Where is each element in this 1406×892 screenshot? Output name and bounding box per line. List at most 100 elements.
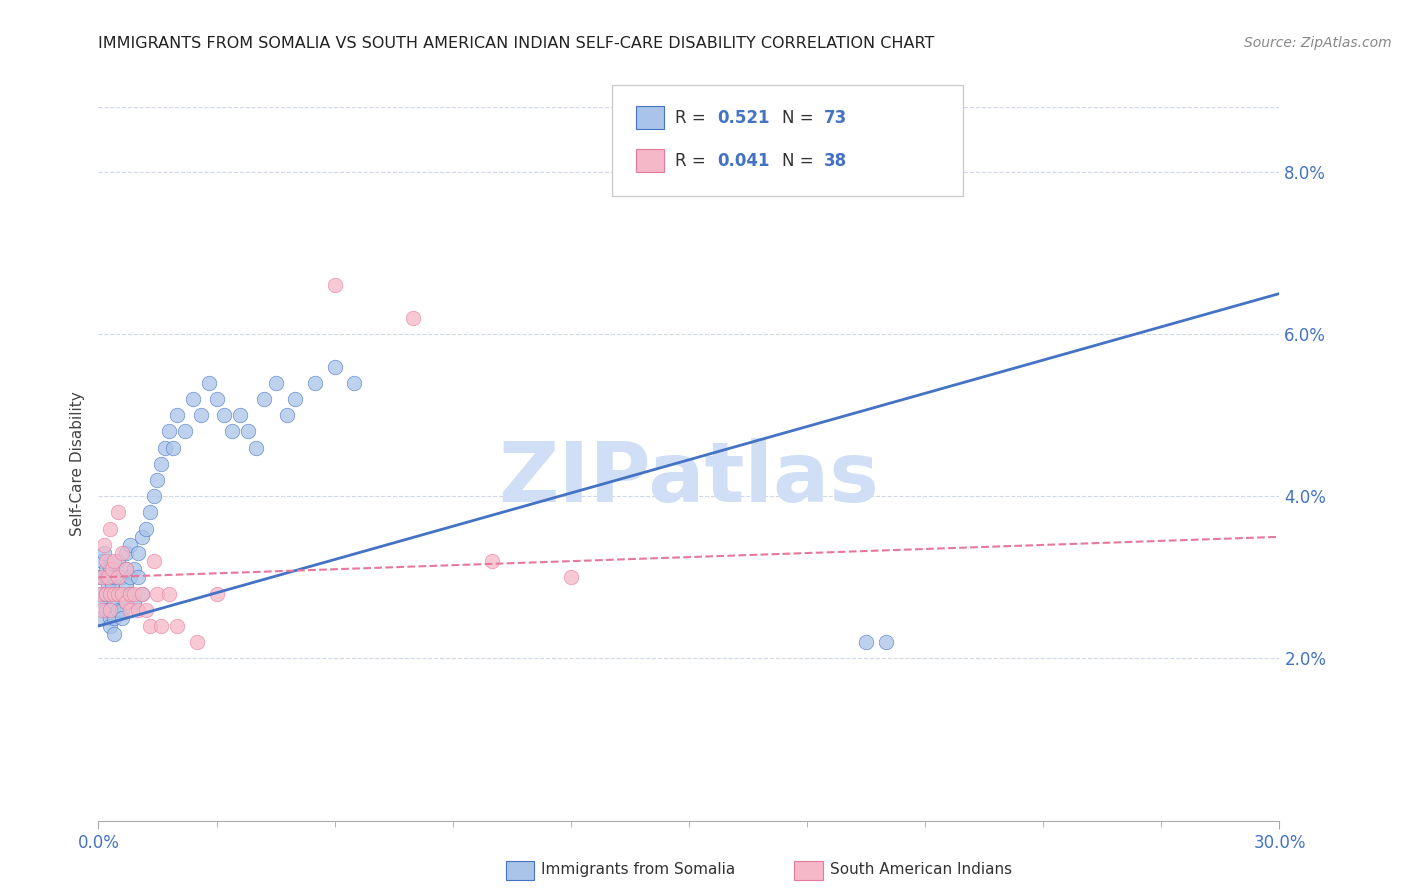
Point bbox=[103, 570, 125, 584]
Point bbox=[103, 595, 125, 609]
Point bbox=[146, 473, 169, 487]
Y-axis label: Self-Care Disability: Self-Care Disability bbox=[69, 392, 84, 536]
Point bbox=[98, 586, 121, 600]
Point bbox=[155, 441, 177, 455]
Point bbox=[402, 310, 425, 325]
Point bbox=[107, 586, 129, 600]
Point bbox=[101, 562, 124, 576]
Point bbox=[135, 522, 157, 536]
Point bbox=[107, 554, 129, 568]
Point bbox=[107, 603, 129, 617]
Point bbox=[103, 586, 125, 600]
Point bbox=[150, 619, 173, 633]
Point bbox=[96, 586, 118, 600]
Point bbox=[146, 586, 169, 600]
Point bbox=[111, 570, 134, 584]
Point bbox=[98, 611, 121, 625]
Point bbox=[111, 603, 134, 617]
Point bbox=[323, 359, 346, 374]
Point bbox=[138, 619, 160, 633]
Point bbox=[166, 408, 188, 422]
Point bbox=[131, 586, 153, 600]
Point bbox=[91, 554, 114, 568]
Point bbox=[96, 570, 118, 584]
Point bbox=[284, 392, 307, 406]
Point bbox=[276, 408, 298, 422]
Point bbox=[96, 603, 118, 617]
Point bbox=[103, 627, 125, 641]
Point bbox=[98, 586, 121, 600]
Point bbox=[91, 611, 114, 625]
Point bbox=[103, 586, 125, 600]
Point bbox=[96, 562, 118, 576]
Point bbox=[107, 586, 129, 600]
Point bbox=[157, 586, 180, 600]
Point bbox=[98, 603, 121, 617]
Point bbox=[162, 441, 184, 455]
Point bbox=[115, 562, 138, 576]
Text: ZIPatlas: ZIPatlas bbox=[499, 438, 879, 518]
Point bbox=[131, 586, 153, 600]
Point bbox=[107, 570, 129, 584]
Text: 73: 73 bbox=[824, 109, 848, 127]
Point bbox=[107, 506, 129, 520]
Text: N =: N = bbox=[782, 109, 818, 127]
Point bbox=[91, 586, 114, 600]
Point bbox=[118, 538, 141, 552]
Point bbox=[101, 578, 124, 592]
Point bbox=[135, 603, 157, 617]
Point bbox=[96, 554, 118, 568]
Point bbox=[190, 408, 212, 422]
Point bbox=[131, 530, 153, 544]
Point bbox=[245, 441, 267, 455]
Point bbox=[111, 586, 134, 600]
Point bbox=[205, 586, 228, 600]
Point bbox=[264, 376, 287, 390]
Point bbox=[323, 278, 346, 293]
Point bbox=[122, 586, 145, 600]
Point bbox=[89, 570, 111, 584]
Point bbox=[205, 392, 228, 406]
Point bbox=[343, 376, 366, 390]
Point bbox=[98, 522, 121, 536]
Point bbox=[98, 570, 121, 584]
Point bbox=[90, 586, 112, 600]
Point bbox=[142, 489, 165, 503]
Point bbox=[115, 595, 138, 609]
Text: Source: ZipAtlas.com: Source: ZipAtlas.com bbox=[1244, 36, 1392, 50]
Text: N =: N = bbox=[782, 152, 818, 169]
Point bbox=[118, 603, 141, 617]
Point bbox=[107, 570, 129, 584]
Point bbox=[115, 578, 138, 592]
Point bbox=[97, 570, 120, 584]
Point bbox=[93, 538, 115, 552]
Text: Immigrants from Somalia: Immigrants from Somalia bbox=[541, 863, 735, 877]
Point bbox=[127, 546, 149, 560]
Point bbox=[103, 554, 125, 568]
Point bbox=[98, 562, 121, 576]
Text: South American Indians: South American Indians bbox=[830, 863, 1012, 877]
Point bbox=[115, 595, 138, 609]
Text: 38: 38 bbox=[824, 152, 846, 169]
Text: R =: R = bbox=[675, 109, 711, 127]
Point bbox=[560, 570, 582, 584]
Point bbox=[142, 554, 165, 568]
Point bbox=[150, 457, 173, 471]
Point bbox=[127, 603, 149, 617]
Point bbox=[115, 546, 138, 560]
Point bbox=[89, 586, 111, 600]
Point bbox=[96, 586, 118, 600]
Point bbox=[181, 392, 204, 406]
Point bbox=[138, 506, 160, 520]
Point bbox=[118, 586, 141, 600]
Point bbox=[236, 425, 259, 439]
Text: 0.041: 0.041 bbox=[717, 152, 769, 169]
Point bbox=[93, 546, 115, 560]
Point bbox=[111, 611, 134, 625]
Point bbox=[166, 619, 188, 633]
Point bbox=[97, 578, 120, 592]
Point bbox=[229, 408, 252, 422]
Point bbox=[197, 376, 219, 390]
Point bbox=[122, 595, 145, 609]
Point bbox=[103, 611, 125, 625]
